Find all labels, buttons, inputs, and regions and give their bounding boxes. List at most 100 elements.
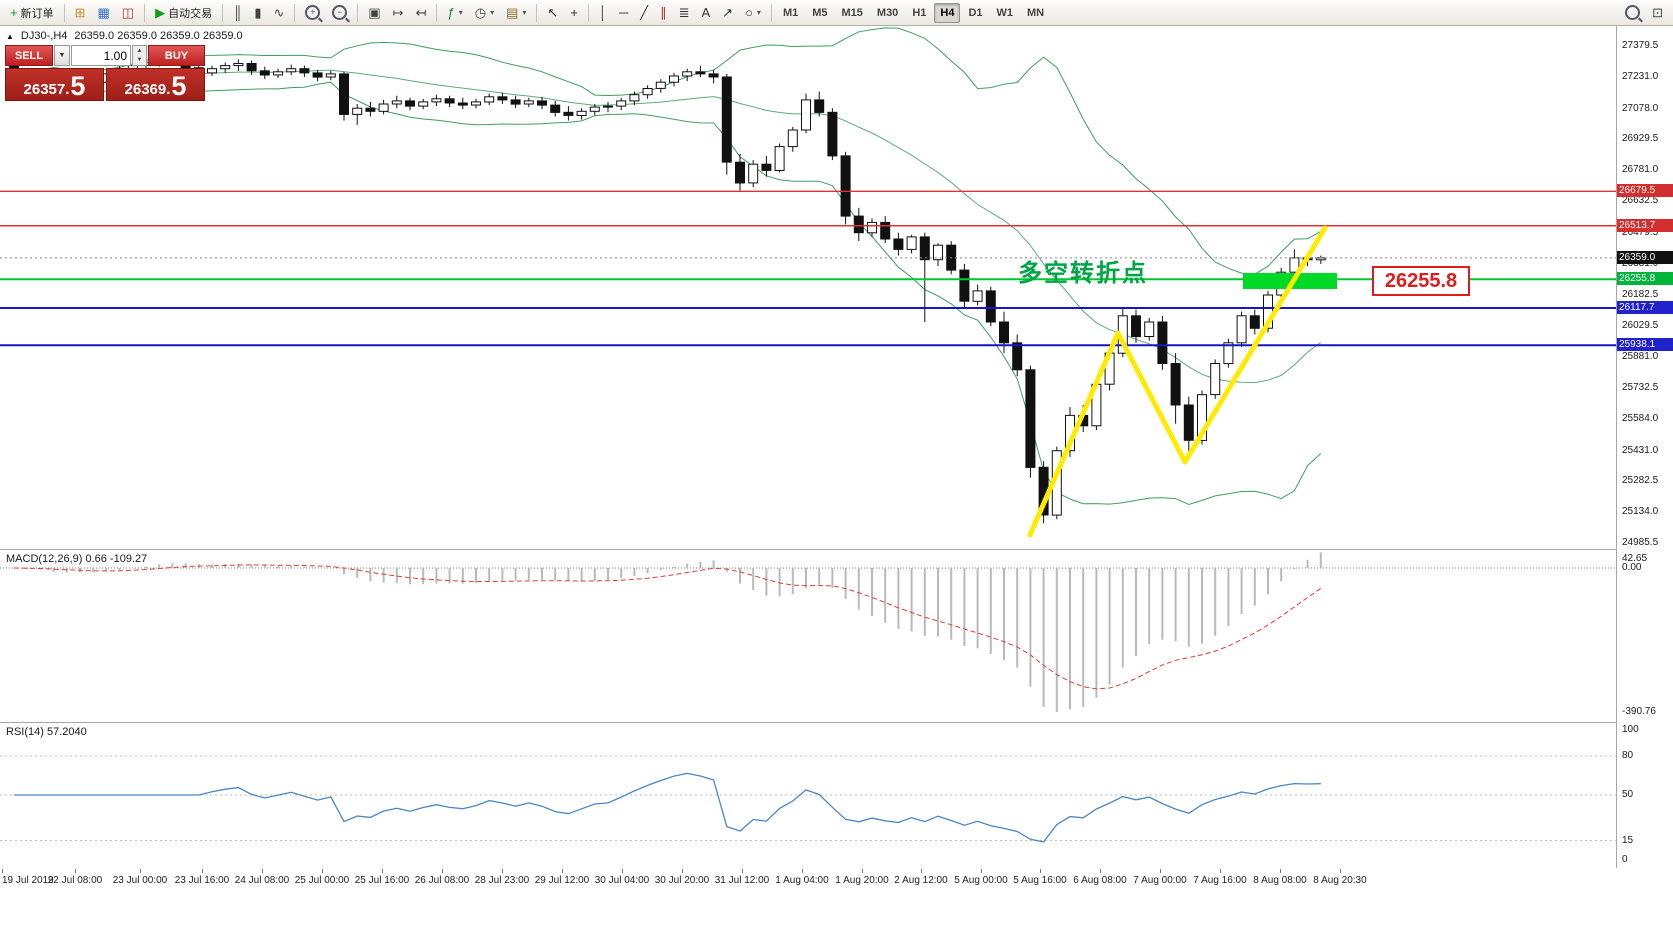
tile-windows-button[interactable]: ▣ [363, 2, 385, 24]
timeframe-button-m30[interactable]: M30 [871, 3, 904, 23]
crosshair-icon: + [570, 5, 578, 20]
time-axis-label: 25 Jul 00:00 [294, 875, 350, 886]
trendline-button[interactable]: ╱ [635, 2, 653, 24]
time-axis-label: 23 Jul 00:00 [112, 875, 168, 886]
dropdown-caret-icon: ▾ [522, 8, 527, 17]
templates-button[interactable]: ▤ ▾ [501, 2, 531, 24]
time-axis-label: 19 Jul 2019 [2, 875, 54, 886]
chart-shift-button[interactable]: ↤ [411, 2, 432, 24]
time-axis-tick [862, 869, 863, 873]
line-chart-button[interactable]: ∿ [268, 2, 289, 24]
support-zone-rectangle[interactable] [1243, 273, 1337, 289]
candlestick-chart-button[interactable]: ▮ [249, 2, 266, 24]
panel-separator[interactable] [0, 722, 1673, 723]
toolbar-separator [63, 3, 65, 22]
price-level-label: 26679.5 [1617, 184, 1673, 198]
profiles-button[interactable]: ▦ [93, 2, 115, 24]
timeframe-button-h1[interactable]: H1 [906, 3, 932, 23]
lot-input[interactable] [71, 45, 131, 66]
search-button[interactable] [1620, 2, 1645, 24]
candle-body [814, 99, 825, 113]
one-click-trading-panel: SELL ▼ ▲ ▼ BUY 26357. 5 26369. 5 [5, 45, 207, 101]
lot-spinner[interactable]: ▲ ▼ [132, 45, 147, 66]
candle-body [1249, 315, 1260, 329]
macd-scale-label: 0.00 [1622, 562, 1642, 573]
candle-body [1183, 404, 1194, 441]
vertical-line-button[interactable]: │ [594, 2, 612, 24]
candle-body [827, 111, 838, 157]
arrows-button[interactable]: ↗ [717, 2, 738, 24]
rsi-indicator-chart[interactable] [0, 723, 1616, 868]
time-axis-tick [140, 869, 141, 873]
shapes-button[interactable]: ○ ▾ [740, 2, 766, 24]
candles-layer[interactable] [9, 53, 1326, 524]
time-axis-tick [1040, 869, 1041, 873]
arrows-icon: ↗ [722, 5, 734, 20]
price-level-label: 26117.7 [1617, 300, 1673, 314]
candle-body [774, 146, 785, 171]
sell-price-button[interactable]: 26357. 5 [5, 68, 104, 101]
time-axis-tick [921, 869, 922, 873]
candle-body [391, 100, 402, 105]
zoom-in-button[interactable]: + [300, 2, 325, 24]
new-order-button[interactable]: + 新订单 [5, 2, 59, 24]
spinner-down-icon[interactable]: ▼ [136, 56, 143, 63]
bar-chart-button[interactable]: ║ [228, 2, 247, 24]
autotrading-button[interactable]: ▶ 自动交易 [150, 2, 217, 24]
macd-indicator-label: MACD(12,26,9) 0.66 -109.27 [6, 553, 148, 565]
horizontal-line-button[interactable]: ─ [614, 2, 633, 24]
chart-annotation-text[interactable]: 多空转折点 [1018, 260, 1148, 287]
candle-body [1197, 394, 1207, 441]
candle-body [523, 100, 534, 105]
sell-button[interactable]: SELL [5, 45, 53, 66]
time-axis-tick [682, 869, 683, 873]
timeframe-button-mn[interactable]: MN [1021, 3, 1050, 23]
price-callout-box[interactable]: 26255.8 [1372, 266, 1470, 296]
auto-scroll-button[interactable]: ↦ [388, 2, 409, 24]
time-axis[interactable]: 19 Jul 2019 22 Jul 08:00 23 Jul 00:00 23 Ju… [0, 868, 1673, 896]
spinner-up-icon[interactable]: ▲ [136, 47, 143, 54]
buy-price-button[interactable]: 26369. 5 [106, 68, 205, 101]
candle-body [550, 104, 561, 113]
chart-ohlc-values: 26359.0 26359.0 26359.0 26359.0 [74, 30, 243, 42]
data-window-button[interactable]: ◫ [117, 2, 139, 24]
indicators-button[interactable]: ƒ ▾ [442, 2, 467, 24]
cursor-button[interactable]: ↖ [542, 2, 563, 24]
timeframe-button-m1[interactable]: M1 [777, 3, 804, 23]
time-axis-label: 7 Aug 00:00 [1133, 875, 1187, 886]
price-tick-label: 25431.0 [1622, 444, 1659, 456]
macd-indicator-chart[interactable] [0, 550, 1616, 721]
one-click-collapse-icon[interactable]: ▲ [6, 31, 14, 41]
dropdown-caret-icon: ▾ [458, 8, 463, 17]
equidistant-channel-button[interactable]: ∥ [655, 2, 672, 24]
price-scale-axis[interactable]: 27379.5 27231.0 27078.0 26929.5 26781.0 26632… [1617, 26, 1673, 948]
text-icon: A [701, 5, 711, 20]
timeframe-button-h4[interactable]: H4 [934, 2, 961, 23]
timeframe-button-m15[interactable]: M15 [836, 3, 869, 23]
timeframe-button-d1[interactable]: D1 [962, 3, 988, 23]
bollinger-lower-band [13, 72, 1322, 506]
new-order-icon: + [10, 5, 18, 20]
buy-button[interactable]: BUY [148, 45, 205, 66]
crosshair-button[interactable]: + [565, 2, 583, 24]
timeframe-button-m5[interactable]: M5 [806, 3, 833, 23]
time-axis-label: 8 Aug 20:30 [1313, 875, 1367, 886]
trend-zigzag-line[interactable] [1027, 225, 1328, 538]
candle-body [1025, 369, 1036, 468]
candle-body [1210, 363, 1221, 396]
capture-button[interactable]: ⊡ [1647, 2, 1668, 24]
panel-separator[interactable] [0, 549, 1673, 550]
buy-price-main: 26369. [124, 80, 171, 98]
text-button[interactable]: A [696, 2, 715, 24]
zoom-out-button[interactable]: − [327, 2, 352, 24]
periods-button[interactable]: ◷ ▾ [470, 2, 499, 24]
scale-separator [1616, 26, 1617, 868]
macd-scale-label: 42.65 [1622, 553, 1648, 564]
lot-dropdown-button[interactable]: ▼ [54, 45, 70, 66]
time-axis-tick [1220, 869, 1221, 873]
timeframe-button-w1[interactable]: W1 [991, 3, 1020, 23]
one-click-prices-row: 26357. 5 26369. 5 [5, 68, 207, 101]
fibonacci-button[interactable]: ≣ [674, 2, 695, 24]
indicators-icon: ƒ [447, 5, 455, 20]
new-chart-button[interactable]: ⊞ [70, 2, 91, 24]
